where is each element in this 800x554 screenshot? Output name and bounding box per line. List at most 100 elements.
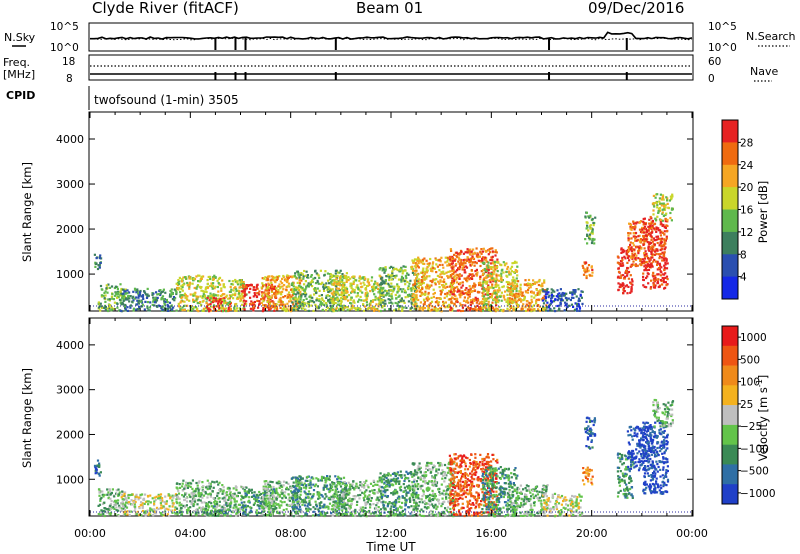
echo-cell bbox=[513, 287, 516, 290]
echo-cell bbox=[632, 244, 635, 247]
echo-cell bbox=[133, 501, 136, 504]
echo-cell bbox=[657, 278, 660, 281]
echo-cell bbox=[164, 495, 167, 498]
echo-cell bbox=[163, 501, 166, 504]
echo-cell bbox=[458, 273, 461, 276]
echo-cell bbox=[660, 198, 663, 201]
echo-cell bbox=[656, 203, 659, 206]
echo-cell bbox=[303, 283, 306, 286]
echo-cell bbox=[659, 248, 662, 252]
echo-cell bbox=[481, 294, 484, 298]
echo-cell bbox=[550, 299, 553, 302]
echo-cell bbox=[334, 272, 337, 275]
echo-cell bbox=[220, 508, 223, 511]
echo-cell bbox=[140, 504, 143, 507]
echo-cell bbox=[388, 289, 391, 292]
echo-cell bbox=[543, 297, 546, 300]
echo-cell bbox=[458, 283, 461, 286]
echo-cell bbox=[406, 287, 410, 290]
echo-cell bbox=[481, 250, 484, 253]
echo-cell bbox=[479, 281, 482, 284]
echo-cell bbox=[465, 277, 468, 280]
echo-cell bbox=[200, 277, 203, 280]
echo-cell bbox=[537, 298, 540, 301]
echo-cell bbox=[592, 224, 595, 227]
echo-cell bbox=[532, 279, 535, 282]
echo-cell bbox=[486, 280, 489, 283]
echo-cell bbox=[293, 288, 296, 291]
echo-cell bbox=[201, 510, 204, 513]
echo-cell bbox=[458, 277, 461, 280]
echo-cell bbox=[388, 301, 391, 304]
echo-cell bbox=[657, 229, 660, 232]
echo-cell bbox=[107, 496, 110, 499]
echo-cell bbox=[443, 281, 446, 284]
echo-cell bbox=[292, 303, 295, 306]
echo-cell bbox=[156, 293, 159, 296]
echo-cell bbox=[238, 279, 241, 282]
echo-cell bbox=[529, 302, 532, 305]
echo-cell bbox=[184, 493, 187, 496]
echo-cell bbox=[476, 271, 479, 274]
echo-cell bbox=[223, 296, 226, 300]
echo-cell bbox=[404, 291, 407, 294]
echo-cell bbox=[470, 290, 473, 294]
echo-cell bbox=[479, 306, 482, 309]
echo-cell bbox=[230, 288, 233, 291]
echo-cell bbox=[106, 291, 109, 294]
echo-cell bbox=[645, 269, 649, 272]
echo-cell bbox=[110, 285, 114, 288]
echo-cell bbox=[647, 257, 650, 260]
echo-cell bbox=[189, 513, 192, 516]
echo-cell bbox=[304, 308, 307, 311]
echo-cell bbox=[648, 260, 651, 263]
echo-cell bbox=[658, 262, 661, 265]
echo-cell bbox=[132, 299, 135, 302]
echo-cell bbox=[572, 290, 575, 293]
echo-cell bbox=[268, 275, 271, 278]
echo-cell bbox=[229, 506, 232, 509]
echo-cell bbox=[107, 493, 110, 496]
echo-cell bbox=[424, 292, 427, 296]
echo-cell bbox=[109, 503, 113, 506]
echo-cell bbox=[271, 306, 274, 309]
echo-cell bbox=[298, 282, 302, 285]
colorbar-tick-label: 16 bbox=[740, 205, 754, 217]
echo-cell bbox=[286, 295, 290, 299]
echo-cell bbox=[442, 300, 445, 303]
echo-cell bbox=[159, 495, 162, 499]
echo-cell bbox=[522, 303, 525, 306]
echo-cell bbox=[132, 290, 135, 293]
echo-cell bbox=[209, 295, 212, 298]
echo-cell bbox=[467, 249, 470, 252]
echo-cell bbox=[420, 261, 423, 264]
echo-cell bbox=[256, 504, 259, 507]
echo-cell bbox=[395, 274, 398, 277]
echo-cell bbox=[547, 309, 550, 312]
echo-cell bbox=[284, 278, 287, 281]
echo-cell bbox=[659, 220, 662, 223]
echo-cell bbox=[248, 489, 251, 492]
echo-cell bbox=[428, 275, 431, 278]
echo-cell bbox=[645, 276, 648, 280]
echo-cell bbox=[382, 268, 385, 271]
echo-cell bbox=[220, 289, 223, 292]
echo-cell bbox=[459, 302, 462, 305]
echo-cell bbox=[622, 248, 625, 251]
echo-cell bbox=[334, 297, 337, 300]
echo-cell bbox=[358, 279, 361, 282]
echo-cell bbox=[155, 299, 158, 302]
echo-cell bbox=[381, 305, 384, 308]
echo-cell bbox=[471, 255, 474, 258]
echo-cell bbox=[565, 302, 568, 305]
echo-cell bbox=[383, 302, 386, 305]
echo-cell bbox=[460, 250, 463, 253]
echo-cell bbox=[187, 309, 190, 312]
echo-cell bbox=[642, 243, 645, 246]
echo-cell bbox=[655, 202, 658, 205]
echo-cell bbox=[470, 263, 474, 266]
echo-cell bbox=[201, 513, 204, 516]
echo-cell bbox=[631, 252, 634, 255]
echo-cell bbox=[332, 299, 335, 302]
echo-cell bbox=[173, 508, 177, 511]
